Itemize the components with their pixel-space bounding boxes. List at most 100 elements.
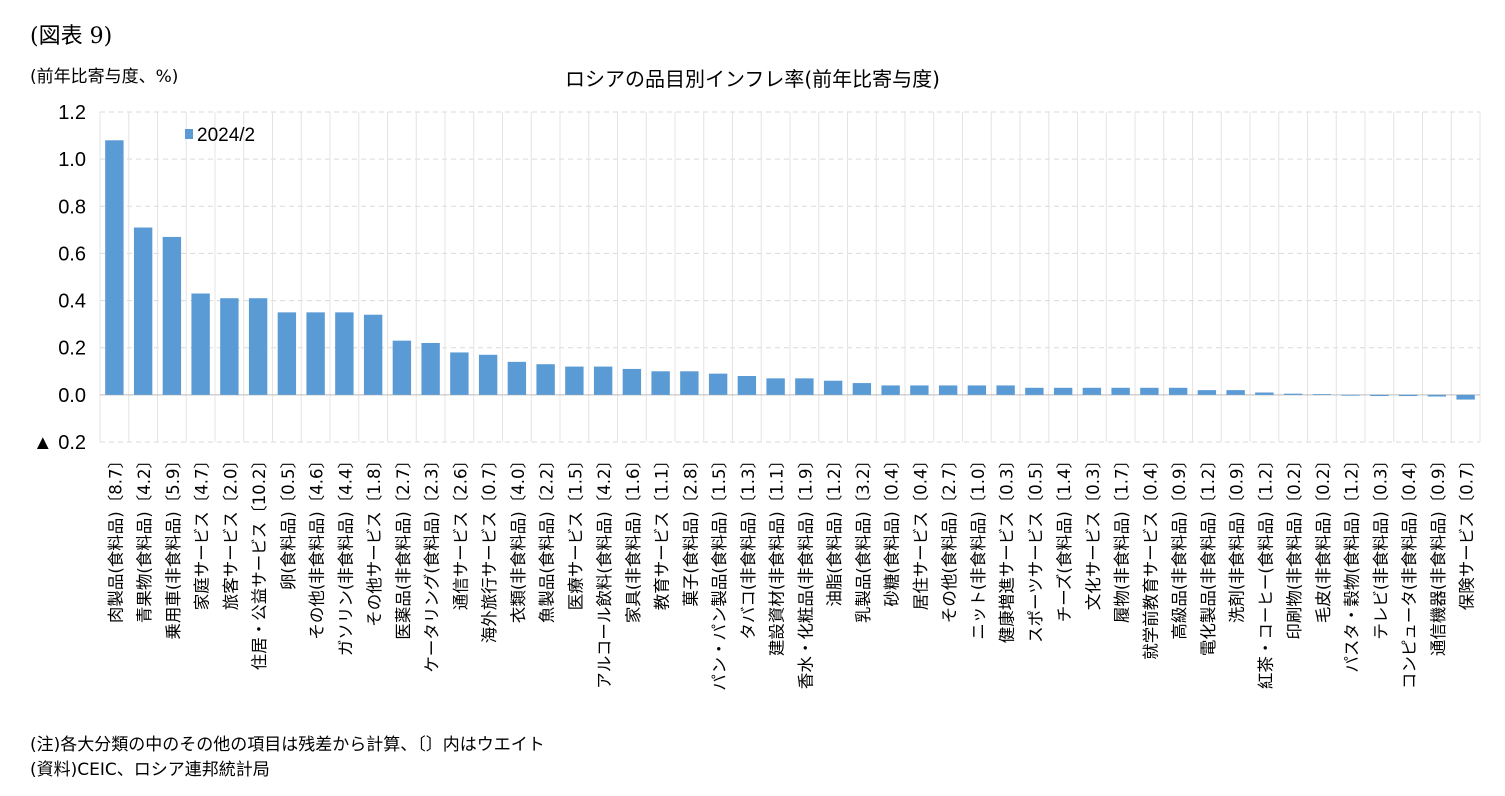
- grid-lines: [99, 111, 1481, 443]
- bar: [967, 385, 987, 395]
- x-tick-label: 旅客サービス〔2.0〕: [221, 452, 240, 610]
- legend-label: 2024/2: [197, 125, 255, 146]
- x-tick-label: 医薬品(非食料品)〔2.7〕: [394, 452, 413, 640]
- x-tick-label: その他サービス〔1.8〕: [365, 452, 384, 627]
- x-tick-label: その他(非食料品)〔4.6〕: [308, 452, 327, 640]
- bar: [220, 298, 239, 395]
- bar: [335, 312, 354, 395]
- bar: [507, 361, 527, 395]
- bar: [1082, 387, 1102, 395]
- x-tick-label: チーズ(食料品)〔1.4〕: [1055, 452, 1074, 622]
- x-tick-label: 通信サービス〔2.6〕: [451, 452, 470, 610]
- x-tick-label: 居住サービス〔0.4〕: [911, 452, 930, 610]
- bar: [708, 373, 728, 395]
- bar: [795, 378, 814, 395]
- x-tick-label: 洗剤(非食料品)〔0.9〕: [1228, 452, 1247, 623]
- x-tick-label: 紅茶・コーヒー(食料品)〔1.2〕: [1256, 452, 1275, 689]
- x-tick-label: 住居・公益サービス〔10.2〕: [250, 452, 269, 670]
- x-tick-label: 高級品(非食料品)〔0.9〕: [1170, 452, 1189, 640]
- x-tick-label: タバコ(非食料品)〔1.3〕: [739, 452, 758, 640]
- x-tick-label: スポーツサービス〔0.5〕: [1026, 452, 1045, 643]
- legend: 2024/2: [185, 125, 255, 146]
- x-tick-label: 履物(非食料品)〔1.7〕: [1113, 452, 1132, 623]
- x-tick-label: 菓子(食料品)〔2.8〕: [681, 452, 700, 607]
- bar: [881, 385, 900, 395]
- bar: [622, 368, 642, 395]
- bar: [651, 371, 670, 395]
- bar: [277, 312, 297, 395]
- y-axis-unit-label: (前年比寄与度、%): [30, 67, 179, 87]
- bar: [1370, 394, 1389, 397]
- x-tick-label: その他(食料品)〔2.7〕: [940, 452, 959, 623]
- x-tick-label: 印刷物(非食料品)〔0.2〕: [1285, 452, 1304, 640]
- x-tick-label: ガソリン(非食料品)〔4.4〕: [336, 452, 355, 656]
- bar: [1283, 393, 1303, 395]
- x-tick-label: 乳製品(食料品)〔3.2〕: [854, 452, 873, 623]
- x-tick-label: ケータリング(食料品)〔2.3〕: [423, 452, 442, 673]
- bar: [363, 314, 383, 395]
- x-tick-label: 乗用車(非食料品)〔5.9〕: [164, 452, 183, 640]
- y-tick-label: 1.0: [58, 149, 86, 171]
- y-tick-label: ▲ 0.2: [33, 432, 86, 454]
- x-tick-label: アルコール飲料(食料品)〔4.2〕: [595, 452, 614, 689]
- bars: [105, 140, 1475, 400]
- bar: [1226, 390, 1245, 395]
- x-tick-label: 卵(食料品)〔0.5〕: [279, 452, 298, 590]
- y-tick-label: 0.6: [58, 243, 86, 265]
- y-tick-label: 0.8: [58, 196, 86, 218]
- x-tick-label: 保険サービス〔0.7〕: [1458, 452, 1477, 610]
- bar: [1111, 387, 1130, 395]
- bar: [1168, 387, 1188, 395]
- x-tick-label: 青果物(食料品)〔4.2〕: [135, 452, 154, 623]
- bar: [737, 376, 757, 395]
- bar: [996, 385, 1015, 395]
- bar: [910, 385, 929, 395]
- x-tick-label: 建設資材(非食料品)〔1.1〕: [768, 452, 787, 656]
- x-tick-label: パン・パン製品(食料品)〔1.5〕: [710, 452, 729, 691]
- bar: [105, 140, 124, 395]
- x-tick-label: 家具(非食料品)〔1.6〕: [624, 452, 643, 623]
- x-tick-label: コンピュータ(非食料品)〔0.4〕: [1400, 452, 1419, 689]
- x-tick-label: ニット(非食料品)〔1.0〕: [969, 452, 988, 640]
- bar: [565, 366, 584, 395]
- bar: [248, 298, 268, 395]
- x-tick-label: パスタ・穀物(食料品)〔1.2〕: [1343, 452, 1362, 673]
- x-tick-label: 砂糖(食料品)〔0.4〕: [883, 452, 902, 607]
- bar: [1312, 394, 1332, 395]
- x-tick-label: 教育サービス〔1.1〕: [653, 452, 672, 610]
- x-tick-label: 家庭サービス〔4.7〕: [193, 452, 212, 610]
- x-tick-label: テレビ(非食料品)〔0.3〕: [1371, 452, 1390, 640]
- bar: [938, 385, 958, 395]
- bar: [306, 312, 325, 395]
- bar: [1255, 392, 1274, 395]
- bar: [1456, 394, 1475, 400]
- bar: [1053, 387, 1073, 395]
- y-tick-label: 0.2: [58, 338, 86, 360]
- y-tick-label: 0.0: [58, 385, 86, 407]
- bar: [852, 383, 872, 395]
- figure-label: (図表 9): [30, 24, 113, 49]
- bar: [421, 343, 440, 395]
- y-tick-label: 1.2: [58, 102, 86, 124]
- x-tick-labels: 肉製品(食料品)〔8.7〕 青果物(食料品)〔4.2〕 乗用車(非食料品)〔5.9〕…: [106, 452, 1476, 691]
- x-tick-label: 文化サービス〔0.3〕: [1084, 452, 1103, 610]
- footnote: (注)各大分類の中のその他の項目は残差から計算、〔〕内はウエイト: [30, 735, 545, 755]
- bar: [1025, 387, 1044, 395]
- bar: [1398, 394, 1418, 397]
- x-tick-label: 魚製品(食料品)〔2.2〕: [538, 452, 557, 623]
- x-tick-label: 衣類(非食料品)〔4.0〕: [509, 452, 528, 623]
- x-tick-label: 医療サービス〔1.5〕: [566, 452, 585, 610]
- x-tick-label: 就学前教育サービス〔0.4〕: [1141, 452, 1160, 660]
- x-tick-label: 健康増進サービス〔0.3〕: [998, 452, 1017, 643]
- x-tick-label: 油脂(食料品)〔1.2〕: [825, 452, 844, 607]
- y-tick-label: 0.4: [58, 291, 86, 313]
- source-note: (資料)CEIC、ロシア連邦統計局: [30, 760, 270, 780]
- x-tick-label: 毛皮(非食料品)〔0.2〕: [1314, 452, 1333, 623]
- bar: [823, 380, 843, 395]
- bar: [450, 352, 469, 395]
- bar: [1427, 394, 1447, 397]
- x-tick-label: 通信機器(非食料品)〔0.9〕: [1429, 452, 1448, 656]
- bar: [1197, 390, 1217, 395]
- bar: [478, 354, 498, 395]
